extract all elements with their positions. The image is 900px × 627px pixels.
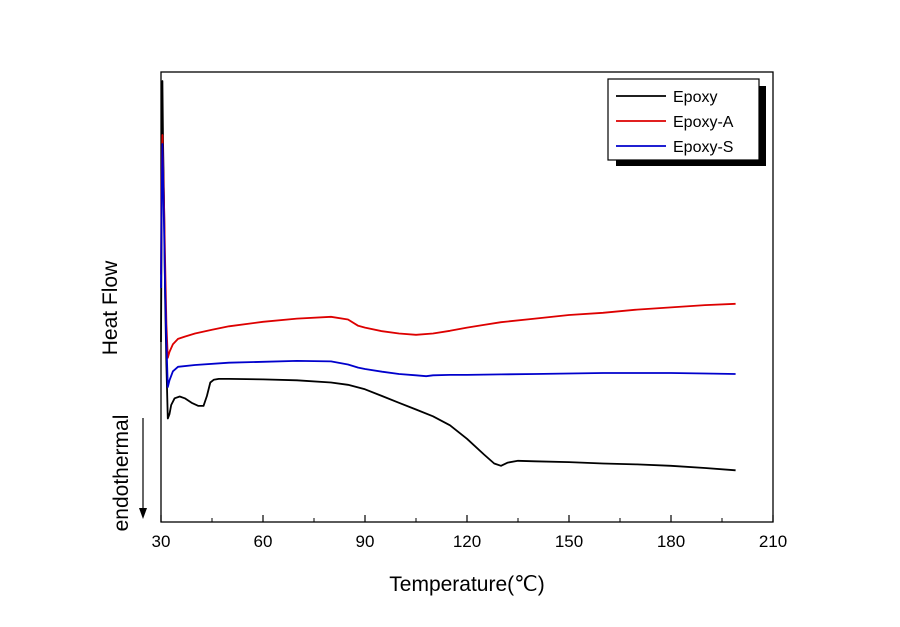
y-axis-title: Heat Flow	[99, 260, 122, 355]
series-line-epoxy	[160, 80, 736, 472]
endothermal-label: endothermal	[110, 415, 133, 532]
legend-label: Epoxy	[673, 89, 717, 106]
x-axis: 30 60 90 120 150 180 210	[152, 515, 787, 551]
x-tick-label: 120	[453, 532, 481, 551]
x-tick-label: 60	[254, 532, 273, 551]
legend-label: Epoxy-A	[673, 114, 734, 131]
x-tick-label: 150	[555, 532, 583, 551]
x-tick-label: 210	[759, 532, 787, 551]
legend: Epoxy Epoxy-A Epoxy-S	[607, 78, 766, 166]
series-line-epoxy-s	[160, 143, 736, 388]
x-tick-label: 90	[356, 532, 375, 551]
legend-label: Epoxy-S	[673, 139, 733, 156]
legend-box	[607, 78, 760, 161]
series-layer	[160, 80, 736, 472]
x-axis-title: Temperature(℃)	[389, 573, 544, 596]
x-tick-label: 180	[657, 532, 685, 551]
x-tick-label: 30	[152, 532, 171, 551]
series-line-epoxy-a	[160, 134, 736, 359]
endothermal-arrow	[139, 418, 147, 519]
